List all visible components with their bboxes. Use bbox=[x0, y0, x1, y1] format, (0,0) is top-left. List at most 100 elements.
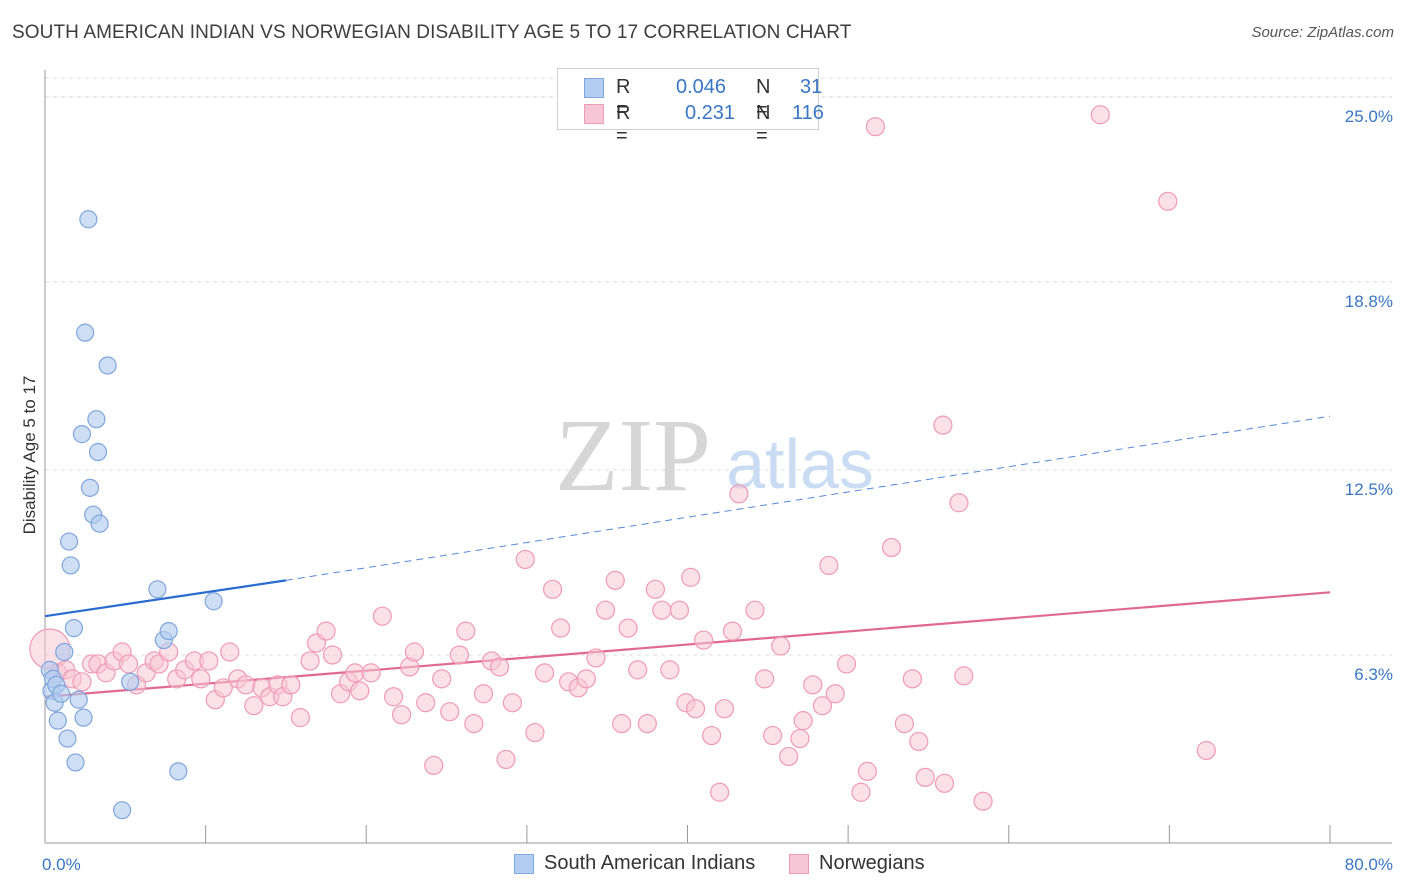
point-norwegians bbox=[1158, 191, 1178, 211]
point-south-american-indians bbox=[66, 753, 85, 772]
n-label: N = bbox=[756, 102, 771, 147]
point-norwegians bbox=[300, 651, 320, 671]
point-norwegians bbox=[722, 621, 743, 641]
y-tick-label: 18.8% bbox=[1345, 292, 1393, 311]
point-norwegians bbox=[383, 687, 404, 707]
point-norwegians bbox=[464, 714, 484, 734]
x-tick-label: 0.0% bbox=[42, 855, 81, 874]
point-norwegians bbox=[489, 657, 510, 677]
point-norwegians bbox=[220, 642, 240, 662]
point-south-american-indians bbox=[72, 425, 92, 444]
point-norwegians bbox=[432, 669, 452, 689]
point-norwegians bbox=[909, 731, 929, 752]
y-axis-label: Disability Age 5 to 17 bbox=[20, 376, 39, 535]
legend-swatch-pink bbox=[584, 104, 604, 124]
chart-title: SOUTH AMERICAN INDIAN VS NORWEGIAN DISAB… bbox=[12, 22, 852, 43]
y-tick-label: 25.0% bbox=[1345, 107, 1393, 126]
y-tick-label: 12.5% bbox=[1345, 480, 1393, 499]
point-norwegians bbox=[628, 660, 648, 680]
point-norwegians bbox=[473, 684, 494, 704]
point-norwegians bbox=[612, 714, 632, 734]
watermark: ZIP atlas bbox=[555, 398, 874, 513]
point-south-american-indians bbox=[58, 729, 77, 748]
point-norwegians bbox=[244, 696, 264, 716]
point-south-american-indians bbox=[59, 532, 79, 551]
point-norwegians bbox=[191, 669, 211, 689]
point-norwegians bbox=[496, 749, 516, 770]
axes bbox=[44, 70, 1392, 844]
point-norwegians bbox=[72, 672, 92, 692]
point-south-american-indians bbox=[87, 410, 106, 429]
point-south-american-indians bbox=[79, 210, 98, 229]
watermark-atlas: atlas bbox=[726, 425, 874, 503]
point-norwegians bbox=[281, 675, 301, 695]
point-norwegians bbox=[701, 725, 722, 746]
point-south-american-indians bbox=[48, 711, 67, 730]
point-norwegians bbox=[779, 746, 799, 767]
point-norwegians bbox=[345, 663, 365, 683]
source-label: Source: ZipAtlas.com bbox=[1251, 24, 1394, 41]
point-south-american-indians bbox=[55, 642, 74, 662]
point-south-american-indians bbox=[98, 356, 117, 375]
point-norwegians bbox=[1196, 740, 1216, 761]
point-norwegians bbox=[515, 549, 535, 570]
point-norwegians bbox=[576, 669, 596, 689]
point-norwegians bbox=[525, 722, 545, 743]
point-norwegians bbox=[714, 699, 735, 719]
point-norwegians bbox=[954, 666, 974, 686]
point-norwegians bbox=[542, 579, 563, 599]
point-norwegians bbox=[812, 696, 833, 716]
point-norwegians bbox=[793, 711, 813, 731]
point-norwegians bbox=[350, 681, 370, 701]
series-legend: South American Indians Norwegians bbox=[0, 852, 1406, 878]
point-norwegians bbox=[790, 728, 810, 749]
point-norwegians bbox=[915, 767, 935, 787]
tick-labels: 6.3% 12.5% 18.8% 25.0% 0.0% 80.0% bbox=[42, 107, 1393, 874]
x-tick-label: 80.0% bbox=[1345, 855, 1393, 874]
r-value: 0.046 bbox=[676, 76, 727, 98]
point-norwegians bbox=[669, 600, 690, 620]
point-norwegians bbox=[857, 761, 878, 781]
n-label: N = bbox=[756, 76, 771, 121]
point-norwegians bbox=[745, 600, 765, 620]
point-norwegians bbox=[881, 537, 902, 558]
r-value: 0.231 bbox=[685, 102, 736, 124]
point-norwegians bbox=[502, 693, 523, 713]
point-norwegians bbox=[213, 678, 233, 698]
point-norwegians bbox=[551, 618, 571, 638]
r-label: R = bbox=[616, 102, 631, 147]
r-label: R = bbox=[616, 76, 631, 121]
point-norwegians bbox=[372, 606, 392, 626]
point-norwegians bbox=[729, 484, 749, 504]
point-norwegians bbox=[449, 645, 470, 665]
point-south-american-indians bbox=[112, 801, 132, 820]
point-norwegians bbox=[316, 621, 336, 641]
point-south-american-indians bbox=[159, 621, 178, 641]
data-points bbox=[29, 105, 1216, 820]
point-norwegians bbox=[763, 725, 783, 746]
point-south-american-indians bbox=[51, 684, 71, 703]
point-norwegians bbox=[440, 702, 460, 722]
trend-line-south-american-indians bbox=[44, 579, 287, 618]
point-norwegians bbox=[199, 651, 219, 671]
point-norwegians bbox=[865, 117, 886, 137]
point-norwegians bbox=[1090, 105, 1110, 125]
legend-swatch-blue bbox=[584, 78, 604, 98]
point-norwegians bbox=[693, 630, 714, 650]
n-value: 31 bbox=[800, 76, 823, 98]
point-norwegians bbox=[836, 654, 857, 674]
point-norwegians bbox=[416, 693, 436, 713]
point-norwegians bbox=[894, 714, 914, 734]
point-norwegians bbox=[645, 579, 665, 599]
point-south-american-indians bbox=[88, 442, 108, 462]
point-norwegians bbox=[586, 648, 606, 668]
point-norwegians bbox=[681, 567, 701, 587]
point-norwegians bbox=[754, 669, 775, 689]
legend-label: South American Indians bbox=[544, 852, 756, 874]
point-norwegians bbox=[637, 714, 657, 734]
point-south-american-indians bbox=[76, 323, 95, 342]
point-norwegians bbox=[851, 782, 871, 802]
point-norwegians bbox=[290, 708, 310, 728]
legend-swatch-blue bbox=[514, 854, 534, 874]
